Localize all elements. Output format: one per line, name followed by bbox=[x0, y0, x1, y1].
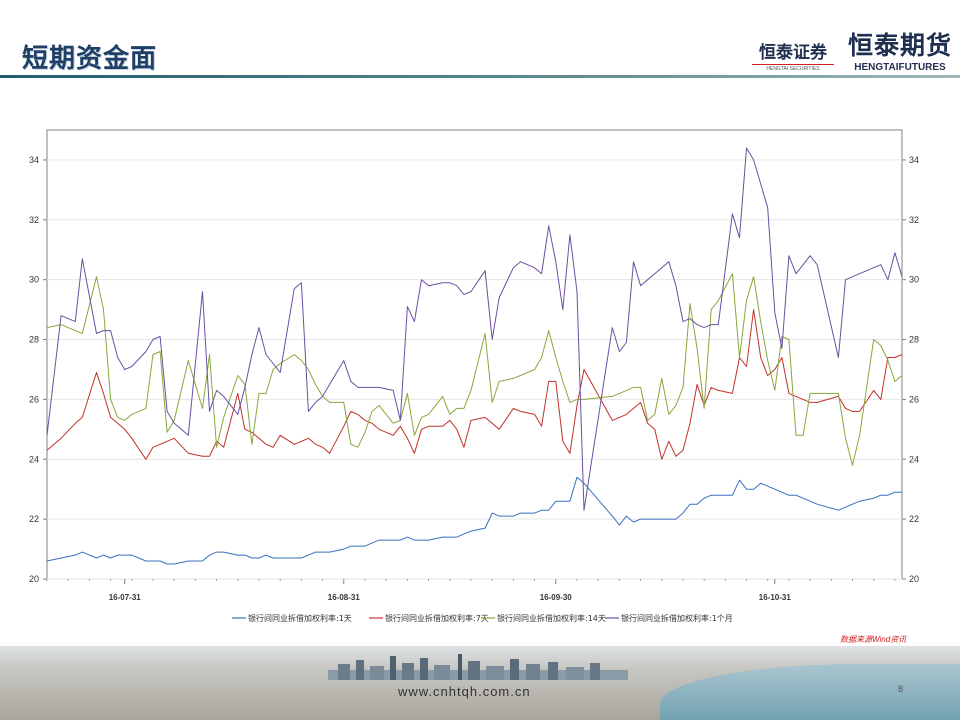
page-title: 短期资金面 bbox=[22, 44, 158, 74]
x-tick-label: 16-08-31 bbox=[328, 593, 361, 602]
y-tick-label-right: 32 bbox=[909, 215, 919, 225]
plot-area bbox=[46, 129, 903, 580]
page-number: 8 bbox=[898, 684, 904, 694]
website-url[interactable]: www.cnhtqh.com.cn bbox=[398, 684, 531, 699]
legend-label-2: 银行间同业拆借加权利率:7天 bbox=[385, 613, 489, 623]
x-tick-label: 16-07-31 bbox=[109, 593, 142, 602]
title-divider bbox=[0, 75, 960, 78]
interbank-rate-line-chart: 20 20 22 22 24 24 26 26 28 28 30 30 32 32 34 34 16-07-31… bbox=[29, 129, 919, 623]
legend-label-4: 银行间同业拆借加权利率:1个月 bbox=[621, 613, 733, 623]
y-tick-label-left: 28 bbox=[29, 335, 39, 345]
y-tick-label-right: 28 bbox=[909, 335, 919, 345]
logo2-en: HENGTAIFUTURES bbox=[854, 62, 946, 73]
x-tick-label: 16-09-30 bbox=[540, 593, 573, 602]
footer-banner bbox=[0, 646, 960, 720]
logo1-cn: 恒泰证券 bbox=[759, 43, 827, 63]
y-tick-label-left: 32 bbox=[29, 215, 39, 225]
logo1-en: HENGTAI SECURITIES bbox=[752, 64, 834, 72]
legend-label-3: 银行间同业拆借加权利率:14天 bbox=[497, 613, 606, 623]
hengtai-futures-logo: 恒泰期货 HENGTAIFUTURES bbox=[844, 26, 956, 73]
y-tick-label-left: 26 bbox=[29, 394, 39, 404]
y-tick-label-left: 22 bbox=[29, 514, 39, 524]
logo2-cn: 恒泰期货 bbox=[847, 31, 952, 60]
x-tick-label: 16-10-31 bbox=[759, 593, 792, 602]
hengtai-securities-logo: 恒泰证券 HENGTAI SECURITIES bbox=[752, 38, 834, 72]
y-tick-label-left: 24 bbox=[29, 454, 39, 464]
series-line-4 bbox=[46, 147, 903, 511]
y-tick-label-right: 34 bbox=[909, 155, 919, 165]
source-note: 数据来源Wind资讯 bbox=[840, 635, 907, 644]
series-line-1 bbox=[46, 476, 902, 565]
y-tick-label-right: 20 bbox=[909, 574, 919, 584]
series-line-2 bbox=[46, 309, 903, 460]
y-tick-label-right: 22 bbox=[909, 514, 919, 524]
sea-image bbox=[660, 664, 960, 720]
y-tick-label-right: 30 bbox=[909, 275, 919, 285]
legend-label-1: 银行间同业拆借加权利率:1天 bbox=[248, 613, 352, 623]
y-tick-label-left: 30 bbox=[29, 275, 39, 285]
y-tick-label-right: 26 bbox=[909, 394, 919, 404]
y-tick-label-left: 20 bbox=[29, 574, 39, 584]
y-tick-label-right: 24 bbox=[909, 454, 919, 464]
y-tick-label-left: 34 bbox=[29, 155, 39, 165]
city-skyline-image bbox=[328, 654, 628, 680]
